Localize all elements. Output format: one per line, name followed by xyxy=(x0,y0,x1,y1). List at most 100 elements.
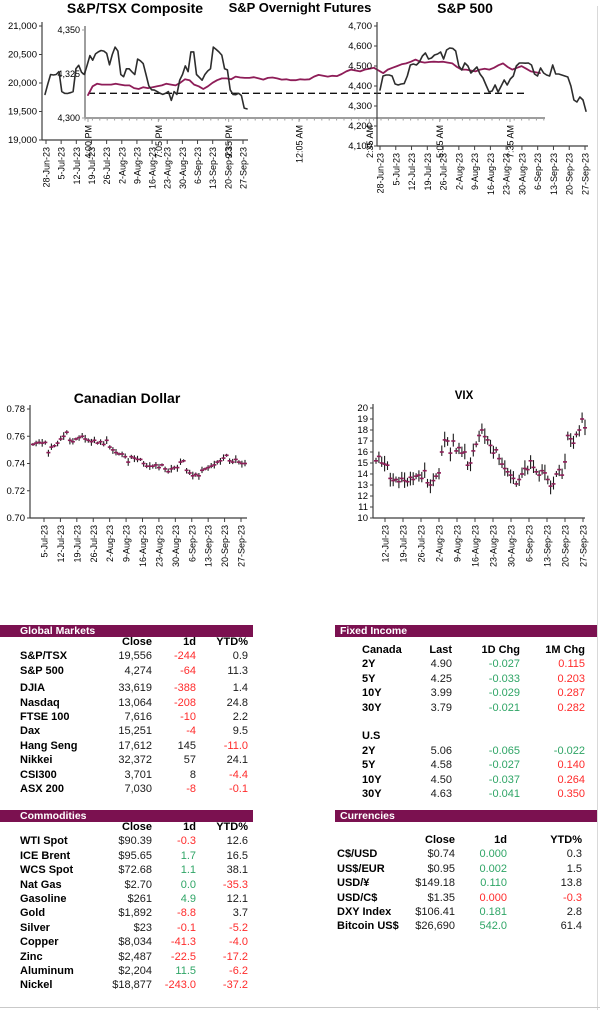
fixed_income-value: 3.99 xyxy=(430,687,452,700)
commodities-label: Gold xyxy=(20,907,46,920)
commodities-table: Close 1d YTD% WTI Spot $90.39 -0.3 12.6 ICE Bre… xyxy=(0,820,300,993)
svg-text:16-Aug-23: 16-Aug-23 xyxy=(486,153,496,195)
svg-text:30-Aug-23: 30-Aug-23 xyxy=(507,525,517,567)
svg-text:4,100: 4,100 xyxy=(348,141,372,152)
commodities-value: 38.1 xyxy=(226,864,248,877)
svg-text:6-Sep-23: 6-Sep-23 xyxy=(193,147,203,184)
currencies-value: 0.002 xyxy=(479,862,507,875)
fixed_income-value: -0.037 xyxy=(488,773,520,786)
svg-text:10: 10 xyxy=(357,513,368,524)
svg-text:13: 13 xyxy=(357,480,368,491)
svg-text:23-Aug-23: 23-Aug-23 xyxy=(502,153,512,195)
commodities-label: Nat Gas xyxy=(20,878,62,891)
sp500-chart: 4,100 4,200 4,300 4,400 4,500 4,600 4,700 28-Ju… xyxy=(348,21,590,195)
commodities-value: $23 xyxy=(133,921,152,934)
currencies-value: 1.5 xyxy=(566,862,582,875)
global_markets-value: 19,556 xyxy=(118,650,152,663)
section-header-commodities: Commodities xyxy=(0,810,253,822)
commodities-value: 12.1 xyxy=(226,892,248,905)
global_markets-value: 145 xyxy=(177,739,196,752)
global_markets-value: 57 xyxy=(183,754,196,767)
currencies-value: $26,690 xyxy=(415,920,455,933)
fixed_income-value: 4.63 xyxy=(430,787,452,800)
svg-text:20-Sep-23: 20-Sep-23 xyxy=(223,147,233,189)
global_markets-column-header: Close xyxy=(122,636,152,648)
commodities-row: Aluminum $2,204 11.5 -6.2 xyxy=(0,964,300,978)
currencies-label: C$/USD xyxy=(337,848,378,861)
global_markets-label: CSI300 xyxy=(20,768,57,781)
overnight-futures-chart: 4,300 4,325 4,350 4:00 PM 7:05 PM 9:35 PM 12:0… xyxy=(57,25,545,163)
commodities-row: WTI Spot $90.39 -0.3 12.6 xyxy=(0,834,300,848)
fixed_income-value: 0.264 xyxy=(557,773,585,786)
svg-text:4,400: 4,400 xyxy=(348,81,372,92)
svg-text:16-Aug-23: 16-Aug-23 xyxy=(471,525,481,567)
commodities-row: Nat Gas $2.70 0.0 -35.3 xyxy=(0,878,300,892)
fixed_income-column-header: 1D Chg xyxy=(481,644,521,656)
global_markets-value: -244 xyxy=(173,650,196,663)
fixed_income-value: -0.065 xyxy=(488,744,520,757)
currencies-value: 13.8 xyxy=(560,877,582,890)
svg-text:2-Aug-23: 2-Aug-23 xyxy=(105,525,115,562)
fixed_income-value: 4.58 xyxy=(430,759,452,772)
commodities-column-header: YTD% xyxy=(216,821,248,833)
commodities-value: -5.2 xyxy=(229,921,248,934)
currencies-value: -0.3 xyxy=(563,891,582,904)
global_markets-value: -11.0 xyxy=(223,739,248,752)
currencies-value: 0.181 xyxy=(479,905,507,918)
fixed_income-value: -0.041 xyxy=(488,787,520,800)
svg-text:19-Jul-23: 19-Jul-23 xyxy=(399,525,409,563)
svg-text:13-Sep-23: 13-Sep-23 xyxy=(208,147,218,189)
currencies-label: US$/EUR xyxy=(337,862,385,875)
fixed_income-value: 0.115 xyxy=(558,658,585,671)
global_markets-header-row: Close 1d YTD% xyxy=(0,635,300,649)
commodities-value: -41.3 xyxy=(170,936,196,949)
currencies-row: USD/C$ $1.35 0.000 -0.3 xyxy=(335,891,600,905)
svg-text:30-Aug-23: 30-Aug-23 xyxy=(178,147,188,189)
svg-text:7:05 PM: 7:05 PM xyxy=(154,125,164,159)
chart-title-tsx-composite: S&P/TSX Composite xyxy=(66,0,204,16)
global_markets-value: 4,274 xyxy=(124,664,152,677)
global-markets-table: Close 1d YTD% S&P/TSX 19,556 -244 0.9 S&P 500 4,… xyxy=(0,635,300,796)
svg-text:4,200: 4,200 xyxy=(348,121,372,132)
fixed_income-row: 10Y 4.50 -0.037 0.264 xyxy=(335,773,600,787)
svg-text:23-Aug-23: 23-Aug-23 xyxy=(489,525,499,567)
currencies-row: Bitcoin US$ $26,690 542.0 61.4 xyxy=(335,919,600,933)
commodities-label: ICE Brent xyxy=(20,849,71,862)
currencies-row: C$/USD $0.74 0.000 0.3 xyxy=(335,847,600,861)
fixed_income-row: 30Y 4.63 -0.041 0.350 xyxy=(335,787,600,801)
fixed_income-value: 4.90 xyxy=(430,658,452,671)
svg-text:23-Aug-23: 23-Aug-23 xyxy=(154,525,164,567)
svg-text:2-Aug-23: 2-Aug-23 xyxy=(435,525,445,562)
commodities-label: Nickel xyxy=(20,979,53,992)
fixed_income-value: 0.282 xyxy=(557,701,585,714)
svg-text:12: 12 xyxy=(357,491,368,502)
svg-text:12-Jul-23: 12-Jul-23 xyxy=(56,525,66,563)
fixed_income-us-label: U.S xyxy=(362,730,381,743)
fixed_income-value: -0.027 xyxy=(488,759,520,772)
svg-text:19-Jul-23: 19-Jul-23 xyxy=(87,147,97,185)
chart-title-canadian-dollar: Canadian Dollar xyxy=(73,390,181,406)
commodities-value: 12.6 xyxy=(226,835,248,848)
svg-text:4,700: 4,700 xyxy=(348,21,372,32)
svg-text:16-Aug-23: 16-Aug-23 xyxy=(138,525,148,567)
cad-chart-panel: Canadian Dollar 0.70 0.72 0.74 0.76 0.78 5-Ju… xyxy=(0,390,300,616)
commodities-row: Copper $8,034 -41.3 -4.0 xyxy=(0,935,300,949)
global_markets-value: -8 xyxy=(186,782,196,795)
commodities-value: $95.65 xyxy=(118,849,152,862)
svg-text:4,300: 4,300 xyxy=(57,113,80,123)
commodities-label: Aluminum xyxy=(20,964,74,977)
svg-text:11: 11 xyxy=(358,502,368,513)
commodities-value: $8,034 xyxy=(118,936,152,949)
commodities-column-header: Close xyxy=(122,821,152,833)
currencies-value: $1.35 xyxy=(427,891,455,904)
currencies-row: DXY Index $106.41 0.181 2.8 xyxy=(335,905,600,919)
global_markets-value: -10 xyxy=(180,710,196,723)
commodities-value: $2.70 xyxy=(124,878,152,891)
fixed_income-header-row: Canada Last 1D Chg 1M Chg xyxy=(335,643,600,657)
vix-chart-panel: VIX 10 11 12 13 14 15 16 17 18 19 20 12-Jul-23 19-Ju… xyxy=(300,390,600,616)
svg-text:20-Sep-23: 20-Sep-23 xyxy=(565,153,575,195)
svg-text:19,000: 19,000 xyxy=(8,135,37,146)
svg-text:2:35 AM: 2:35 AM xyxy=(365,125,375,158)
commodities-value: -243.0 xyxy=(164,979,196,992)
